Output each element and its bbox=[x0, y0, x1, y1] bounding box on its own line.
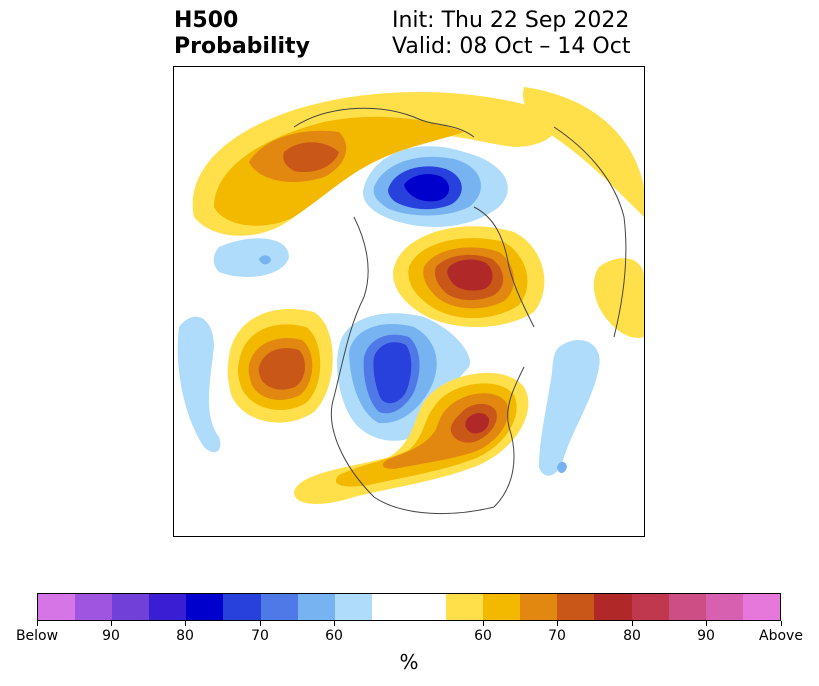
colorbar-tick-label: 90 bbox=[102, 628, 120, 644]
colorbar-segment bbox=[520, 594, 558, 620]
colorbar-tick-mark bbox=[260, 621, 261, 626]
colorbar-tick-label: 70 bbox=[548, 628, 566, 644]
date-info: Init: Thu 22 Sep 2022 Valid: 08 Oct – 14… bbox=[392, 8, 630, 60]
colorbar-tick-mark bbox=[111, 621, 112, 626]
colorbar-segment bbox=[112, 594, 150, 620]
colorbar-tick-mark bbox=[37, 621, 38, 626]
valid-range: Valid: 08 Oct – 14 Oct bbox=[392, 34, 631, 59]
colorbar bbox=[37, 593, 781, 621]
anomaly-west-blue bbox=[213, 238, 289, 277]
colorbar-segment bbox=[668, 594, 706, 620]
coastlines bbox=[293, 107, 627, 515]
colorbar-tick-label: 90 bbox=[697, 628, 715, 644]
colorbar-tick-mark bbox=[483, 621, 484, 626]
colorbar-tick-label: 60 bbox=[474, 628, 492, 644]
colorbar-segment bbox=[705, 594, 743, 620]
colorbar-segment bbox=[557, 594, 595, 620]
probability-map bbox=[173, 66, 645, 537]
colorbar-segment bbox=[594, 594, 632, 620]
colorbar-segment bbox=[223, 594, 261, 620]
colorbar-segment bbox=[371, 594, 447, 620]
colorbar-tick-mark bbox=[706, 621, 707, 626]
colorbar-segment bbox=[334, 594, 372, 620]
init-date: Init: Thu 22 Sep 2022 bbox=[392, 8, 630, 33]
colorbar-tick-label: 70 bbox=[251, 628, 269, 644]
colorbar-segment bbox=[260, 594, 298, 620]
colorbar-tick-mark bbox=[781, 621, 782, 626]
colorbar-segment bbox=[38, 594, 76, 620]
colorbar-segment bbox=[483, 594, 521, 620]
colorbar-tick-mark bbox=[632, 621, 633, 626]
colorbar-segment bbox=[446, 594, 484, 620]
colorbar-label: % bbox=[399, 650, 419, 674]
colorbar-segment bbox=[631, 594, 669, 620]
colorbar-tick-label: 80 bbox=[176, 628, 194, 644]
colorbar-segment bbox=[742, 594, 780, 620]
colorbar-tick-label: Above bbox=[759, 628, 803, 644]
colorbar-segment bbox=[75, 594, 113, 620]
colorbar-tick-mark bbox=[334, 621, 335, 626]
map-title: H500 Probability bbox=[174, 8, 310, 59]
colorbar-tick-label: 80 bbox=[623, 628, 641, 644]
colorbar-tick-label: Below bbox=[15, 628, 59, 644]
colorbar-segment bbox=[149, 594, 187, 620]
colorbar-tick-label: 60 bbox=[325, 628, 343, 644]
anomaly-atlantic-blue bbox=[539, 339, 600, 476]
map-canvas bbox=[177, 87, 644, 515]
colorbar-tick-mark bbox=[557, 621, 558, 626]
colorbar-tick-mark bbox=[185, 621, 186, 626]
colorbar-segment bbox=[186, 594, 224, 620]
colorbar-segment bbox=[297, 594, 335, 620]
